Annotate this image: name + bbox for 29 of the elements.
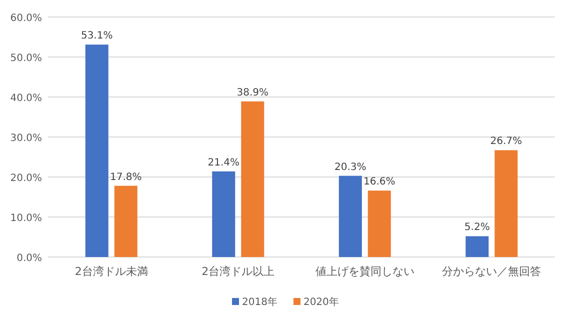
- x-tick-label: 2台湾ドル以上: [202, 265, 275, 278]
- data-label: 26.7%: [490, 136, 522, 148]
- data-label: 5.2%: [464, 222, 490, 234]
- y-tick-label: 20.0%: [10, 173, 42, 184]
- legend-label: 2018年: [242, 296, 278, 308]
- y-tick-label: 50.0%: [10, 53, 42, 64]
- data-label: 17.8%: [110, 172, 142, 183]
- bar: [85, 44, 108, 257]
- data-label: 20.3%: [334, 162, 366, 173]
- x-tick-label: 2台湾ドル未満: [74, 265, 148, 278]
- x-tick-label: 分からない／無回答: [442, 265, 542, 278]
- legend-label: 2020年: [303, 296, 339, 308]
- x-tick-label: 値上げを賛同しない: [315, 265, 414, 278]
- data-label: 38.9%: [236, 87, 269, 98]
- y-tick-label: 60.0%: [10, 13, 42, 24]
- bar: [466, 236, 489, 257]
- bar: [494, 150, 518, 257]
- bar: [368, 190, 391, 257]
- bar: [114, 186, 138, 257]
- data-label: 53.1%: [80, 30, 113, 42]
- data-label: 16.6%: [363, 176, 396, 188]
- y-tick-label: 0.0%: [16, 253, 42, 264]
- bar: [241, 101, 264, 257]
- y-tick-label: 30.0%: [10, 133, 42, 144]
- y-tick-label: 40.0%: [10, 93, 42, 104]
- bar: [338, 176, 362, 257]
- y-tick-label: 10.0%: [10, 213, 42, 224]
- data-label: 21.4%: [208, 157, 240, 168]
- bar: [212, 171, 236, 257]
